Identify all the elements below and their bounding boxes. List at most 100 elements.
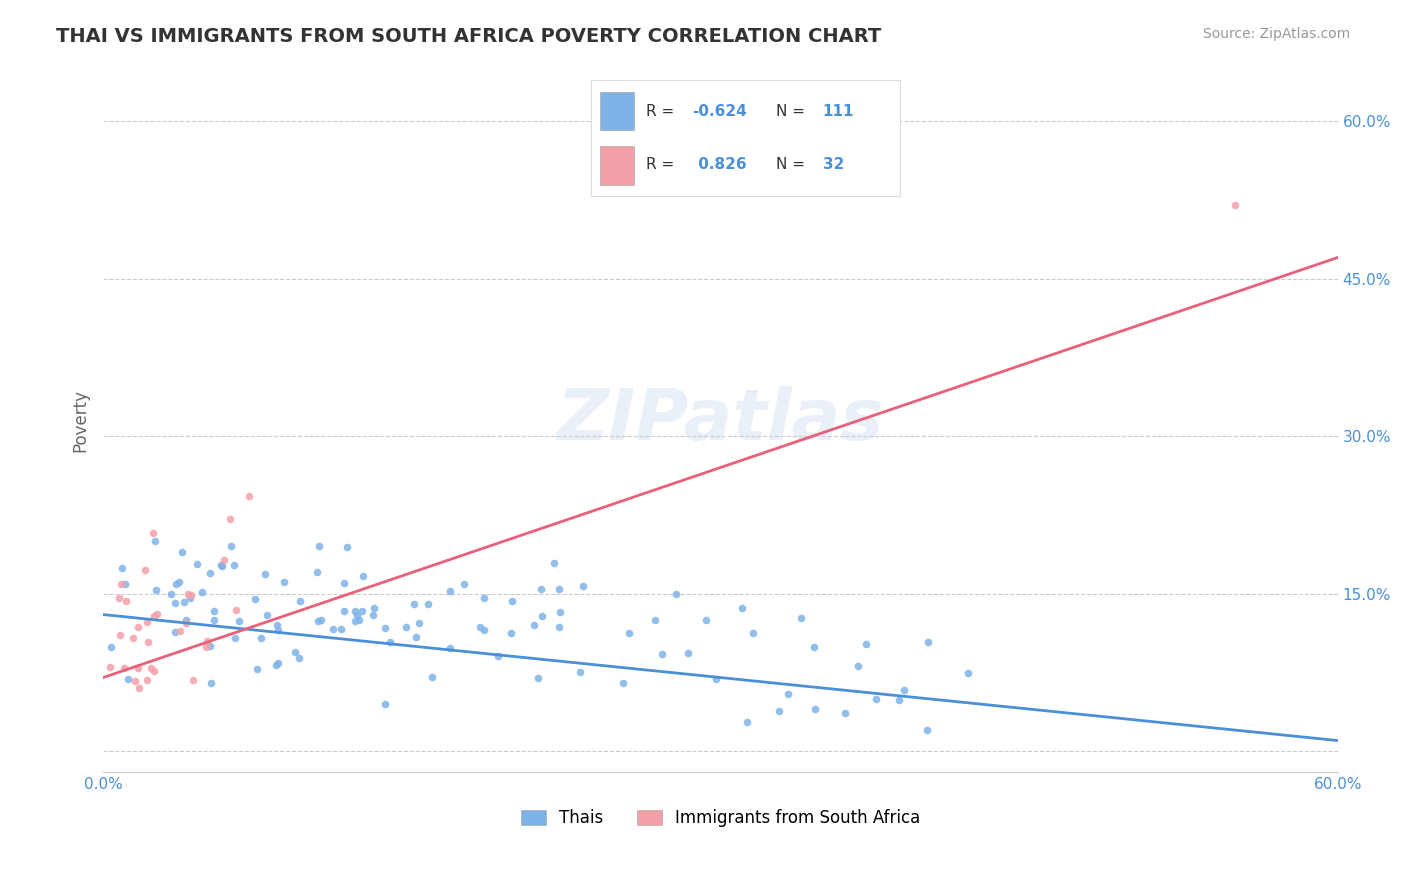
Point xyxy=(124,673,146,688)
FancyBboxPatch shape xyxy=(600,92,634,130)
Point xyxy=(453,576,475,591)
Point xyxy=(243,591,266,606)
Point xyxy=(803,640,825,654)
Point xyxy=(695,614,717,628)
Point xyxy=(472,591,495,605)
Point xyxy=(224,558,246,573)
Point xyxy=(416,597,439,611)
Point xyxy=(378,635,401,649)
Point xyxy=(100,640,122,654)
Point xyxy=(135,673,157,687)
Point xyxy=(846,658,869,673)
Point xyxy=(322,622,344,636)
Point xyxy=(530,582,553,596)
Point xyxy=(865,692,887,706)
Text: N =: N = xyxy=(776,157,810,172)
Point xyxy=(186,557,208,571)
Point xyxy=(834,706,856,720)
Point xyxy=(174,616,197,631)
Point xyxy=(108,628,131,642)
Point xyxy=(267,657,290,671)
Point xyxy=(468,620,491,634)
Text: THAI VS IMMIGRANTS FROM SOUTH AFRICA POVERTY CORRELATION CHART: THAI VS IMMIGRANTS FROM SOUTH AFRICA POV… xyxy=(56,27,882,45)
Point xyxy=(183,673,205,687)
Point xyxy=(803,702,825,716)
Point xyxy=(212,553,235,567)
Point xyxy=(167,574,190,589)
Point xyxy=(420,670,443,684)
Point xyxy=(143,664,166,678)
Point xyxy=(224,631,246,645)
Point xyxy=(179,591,201,605)
Point xyxy=(143,609,166,624)
Point xyxy=(530,608,553,623)
Point xyxy=(395,620,418,634)
Point xyxy=(917,635,939,649)
Point xyxy=(548,620,571,634)
Text: 32: 32 xyxy=(823,157,844,172)
Point xyxy=(142,525,165,540)
Point xyxy=(612,675,634,690)
Point xyxy=(163,624,186,639)
Point xyxy=(676,646,699,660)
Point xyxy=(741,626,763,640)
Point xyxy=(256,607,278,622)
Point xyxy=(139,661,162,675)
Point xyxy=(110,577,132,591)
Point xyxy=(146,607,169,621)
Point xyxy=(145,582,167,597)
Point xyxy=(197,634,219,648)
Point xyxy=(543,556,565,570)
Point xyxy=(98,660,121,674)
Point xyxy=(110,560,132,574)
Point xyxy=(165,577,187,591)
Point xyxy=(127,620,149,634)
Point xyxy=(202,613,225,627)
Point xyxy=(136,635,159,649)
Point xyxy=(957,665,980,680)
Point xyxy=(568,665,591,679)
Point xyxy=(332,576,354,591)
Point xyxy=(211,558,233,573)
Point xyxy=(408,616,430,631)
Text: ZIPatlas: ZIPatlas xyxy=(557,385,884,455)
Text: -0.624: -0.624 xyxy=(693,104,748,120)
Point xyxy=(190,585,212,599)
Point xyxy=(374,697,396,711)
Point xyxy=(290,594,312,608)
Point xyxy=(501,626,523,640)
Point xyxy=(501,594,523,608)
Point xyxy=(134,564,156,578)
Point xyxy=(219,539,242,553)
Point xyxy=(284,645,307,659)
Point xyxy=(855,637,877,651)
Point xyxy=(915,723,938,737)
Point xyxy=(352,569,374,583)
Point xyxy=(651,647,673,661)
Point xyxy=(159,587,181,601)
Point xyxy=(547,582,569,596)
Y-axis label: Poverty: Poverty xyxy=(72,389,89,451)
Point xyxy=(731,601,754,615)
Text: R =: R = xyxy=(647,104,679,120)
Point xyxy=(200,675,222,690)
Point xyxy=(887,693,910,707)
Point xyxy=(254,566,277,581)
Point xyxy=(108,591,131,605)
Point xyxy=(768,704,790,718)
Point xyxy=(238,489,260,503)
Point xyxy=(112,661,135,675)
Point xyxy=(225,603,247,617)
Point xyxy=(200,640,222,654)
Point xyxy=(128,681,150,695)
Point xyxy=(169,624,191,639)
Point xyxy=(363,601,385,615)
Point xyxy=(250,631,273,645)
Point xyxy=(114,576,136,591)
Point xyxy=(287,650,309,665)
Point xyxy=(136,615,159,630)
Point xyxy=(405,631,427,645)
Point xyxy=(177,587,200,601)
Point xyxy=(228,614,250,628)
Point xyxy=(374,621,396,635)
